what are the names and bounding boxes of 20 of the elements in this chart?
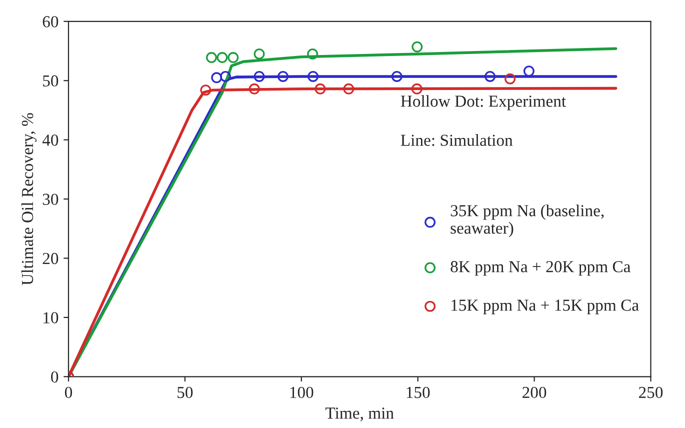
y-tick-label: 30 [42, 194, 58, 205]
x-tick-label: 0 [64, 386, 72, 398]
x-tick-label: 50 [178, 386, 193, 398]
legend-label: 15K ppm Na + 15K ppm Ca [452, 300, 639, 314]
y-axis-title: Ultimate Oil Recovery, % [21, 113, 37, 286]
annotation: Hollow Dot: Experiment [400, 95, 566, 110]
y-tick-label: 40 [42, 134, 58, 146]
y-tick-label: 0 [51, 371, 58, 383]
annotation: Line: Simulation [400, 134, 513, 146]
y-tick-label: 50 [43, 75, 58, 87]
y-tick-label: 20 [42, 252, 58, 264]
x-axis-title: Time, min [326, 408, 394, 422]
legend-label: 35K ppm Na (baseline, seawater) [450, 204, 604, 238]
legend-label: 8K ppm Na + 20K ppm Ca [450, 261, 631, 276]
x-tick-label: 250 [638, 386, 663, 398]
x-tick-label: 150 [406, 386, 430, 398]
x-tick-label: 100 [290, 386, 314, 398]
y-tick-label: 60 [42, 16, 58, 28]
x-tick-label: 200 [522, 386, 546, 398]
y-tick-label: 10 [44, 312, 58, 324]
